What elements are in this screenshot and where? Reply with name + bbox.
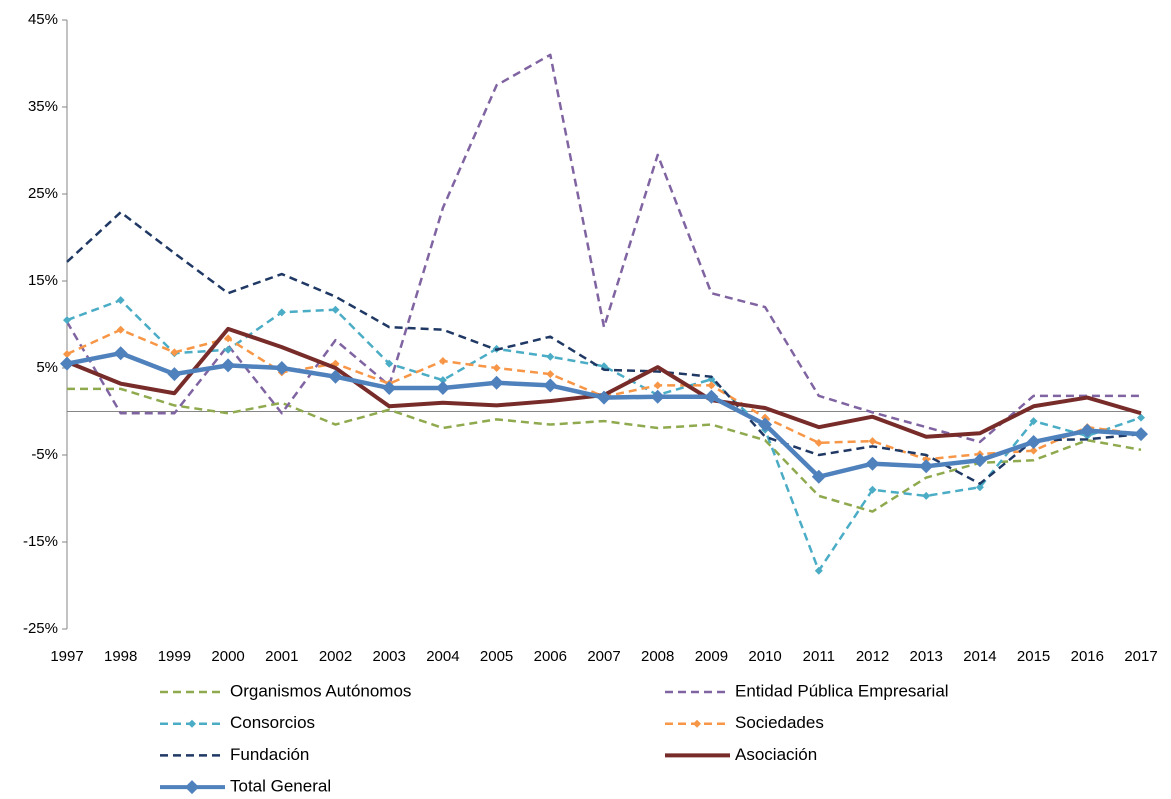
point-marker: [975, 483, 984, 492]
point-marker: [1029, 446, 1038, 455]
x-tick-label: 1997: [50, 648, 83, 665]
y-tick-label: -25%: [23, 620, 58, 637]
point-marker: [972, 453, 987, 468]
x-tick-label: 2003: [373, 648, 406, 665]
point-marker: [489, 375, 504, 390]
y-tick-label: 15%: [28, 272, 58, 289]
point-marker: [224, 345, 233, 354]
y-tick-label: 35%: [28, 98, 58, 115]
point-marker: [922, 491, 931, 500]
point-marker: [653, 381, 662, 390]
x-tick-label: 2015: [1017, 648, 1050, 665]
point-marker: [1026, 434, 1041, 449]
x-tick-label: 2008: [641, 648, 674, 665]
point-marker: [170, 348, 179, 357]
point-marker: [1029, 417, 1038, 426]
point-marker: [382, 381, 397, 396]
point-marker: [1134, 427, 1148, 442]
point-marker: [707, 381, 716, 390]
legend-marker: [185, 780, 199, 795]
point-marker: [63, 316, 71, 325]
y-tick-label: -15%: [23, 533, 58, 550]
point-marker: [814, 566, 823, 575]
point-marker: [277, 308, 286, 317]
point-marker: [865, 456, 880, 471]
series-line: [66, 211, 1142, 485]
point-marker: [438, 376, 447, 385]
point-marker: [919, 459, 934, 474]
x-tick-label: 2005: [480, 648, 513, 665]
legend-label: Entidad Pública Empresarial: [735, 681, 949, 700]
legend-label: Fundación: [230, 745, 309, 764]
x-tick-label: 2001: [265, 648, 298, 665]
x-tick-label: 2010: [748, 648, 781, 665]
legend-label: Consorcios: [230, 713, 315, 732]
x-tick-label: 1998: [104, 648, 137, 665]
point-marker: [328, 369, 343, 384]
series-line: [67, 387, 1142, 513]
point-marker: [224, 334, 233, 343]
point-marker: [811, 469, 826, 484]
point-marker: [116, 296, 125, 305]
point-marker: [221, 358, 236, 373]
legend-label: Asociación: [735, 745, 817, 764]
legend-label: Total General: [230, 777, 331, 796]
point-marker: [435, 381, 450, 396]
legend-marker: [188, 719, 196, 728]
point-marker: [274, 361, 289, 375]
point-marker: [868, 485, 877, 494]
point-marker: [385, 359, 394, 368]
x-tick-label: 2014: [963, 648, 996, 665]
y-tick-label: -5%: [31, 446, 58, 463]
series-line: [65, 53, 1141, 444]
x-tick-label: 2004: [426, 648, 459, 665]
point-marker: [546, 370, 555, 379]
point-marker: [116, 325, 125, 334]
point-marker: [1080, 423, 1095, 438]
y-tick-label: 25%: [28, 185, 58, 202]
point-marker: [113, 346, 128, 361]
legend-label: Organismos Autónomos: [230, 681, 411, 700]
point-marker: [758, 417, 773, 432]
point-marker: [704, 389, 719, 404]
x-tick-label: 2007: [587, 648, 620, 665]
x-tick-label: 2002: [319, 648, 352, 665]
point-marker: [438, 357, 447, 366]
x-tick-label: 2009: [695, 648, 728, 665]
point-marker: [814, 438, 823, 447]
point-marker: [167, 367, 182, 382]
point-marker: [543, 378, 558, 393]
x-tick-label: 1999: [158, 648, 191, 665]
legend-label: Sociedades: [735, 713, 824, 732]
point-marker: [331, 305, 340, 314]
series-line: [66, 298, 1142, 572]
y-tick-label: 45%: [28, 11, 58, 28]
point-marker: [650, 389, 665, 404]
point-marker: [868, 437, 877, 446]
x-tick-label: 2011: [803, 648, 835, 665]
x-tick-label: 2000: [211, 648, 244, 665]
y-tick-label: 5%: [36, 359, 58, 376]
x-tick-label: 2016: [1071, 648, 1104, 665]
x-tick-label: 2013: [910, 648, 943, 665]
x-tick-label: 2017: [1124, 648, 1157, 665]
point-marker: [1137, 413, 1145, 422]
x-tick-label: 2006: [534, 648, 567, 665]
point-marker: [492, 364, 501, 372]
x-tick-label: 2012: [856, 648, 889, 665]
point-marker: [60, 356, 74, 371]
point-marker: [63, 350, 71, 359]
point-marker: [597, 390, 611, 405]
legend-marker: [693, 719, 701, 728]
point-marker: [546, 352, 555, 361]
